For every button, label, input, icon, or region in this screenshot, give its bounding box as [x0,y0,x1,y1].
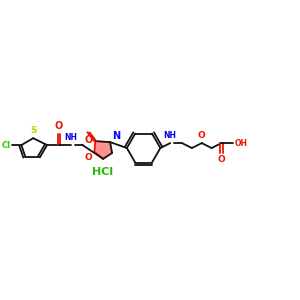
Text: Cl: Cl [2,141,10,150]
Text: NH: NH [64,133,77,142]
Polygon shape [94,141,112,159]
Text: O: O [85,153,92,162]
Text: NH: NH [164,131,177,140]
Text: O: O [55,121,63,131]
Text: N: N [112,131,120,141]
Text: OH: OH [234,139,247,148]
Text: S: S [30,126,37,135]
Text: O: O [198,131,206,140]
Text: O: O [218,155,225,164]
Text: O: O [84,135,93,145]
Text: HCl: HCl [92,167,113,177]
